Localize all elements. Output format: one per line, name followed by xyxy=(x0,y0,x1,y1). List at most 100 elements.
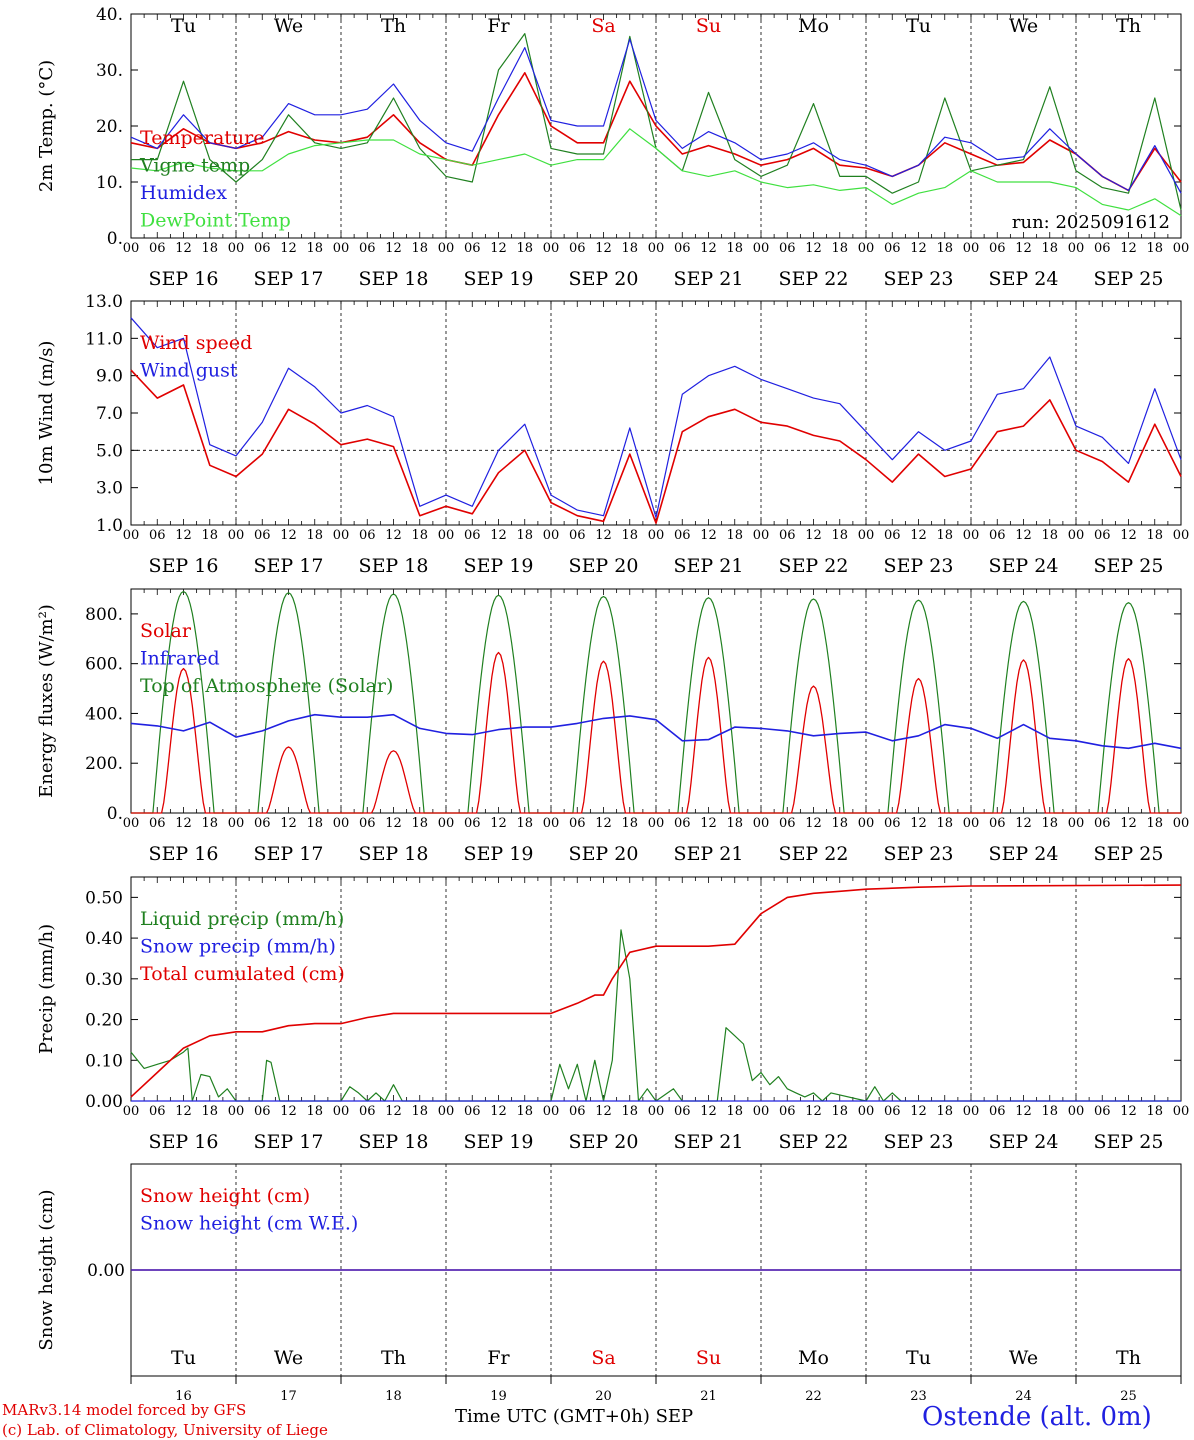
x-hour-label: 06 xyxy=(989,816,1006,831)
day-number-label: 20 xyxy=(595,1389,612,1404)
x-hour-label: 18 xyxy=(516,241,533,256)
day-number-label: 22 xyxy=(805,1389,822,1404)
x-hour-label: 12 xyxy=(1120,241,1137,256)
x-date-label: SEP 22 xyxy=(779,1131,849,1153)
x-hour-label: 18 xyxy=(411,241,428,256)
x-date-label: SEP 23 xyxy=(884,1131,954,1153)
x-hour-label: 18 xyxy=(936,528,953,543)
x-date-label: SEP 25 xyxy=(1094,555,1164,577)
weekday-label: Sa xyxy=(591,15,615,37)
x-hour-label: 06 xyxy=(989,528,1006,543)
x-hour-label: 18 xyxy=(726,816,743,831)
x-hour-label: 12 xyxy=(385,1104,402,1119)
x-hour-label: 18 xyxy=(1041,1104,1058,1119)
x-hour-label: 12 xyxy=(280,1104,297,1119)
x-hour-label: 12 xyxy=(385,816,402,831)
toa-series xyxy=(131,590,236,814)
solar-series xyxy=(446,651,551,814)
x-hour-label: 06 xyxy=(464,528,481,543)
day-number-label: 18 xyxy=(385,1389,402,1404)
x-hour-label: 12 xyxy=(280,528,297,543)
x-hour-label: 00 xyxy=(333,1104,350,1119)
x-hour-label: 06 xyxy=(884,528,901,543)
x-hour-label: 06 xyxy=(254,528,271,543)
x-date-label: SEP 21 xyxy=(674,843,744,865)
weekday-label: Th xyxy=(1116,1347,1141,1369)
x-hour-label: 06 xyxy=(464,241,481,256)
legend-entry: Infrared xyxy=(140,648,220,670)
x-date-label: SEP 16 xyxy=(149,843,219,865)
legend-entry: Wind gust xyxy=(140,360,238,382)
x-date-label: SEP 19 xyxy=(464,555,534,577)
solar-series xyxy=(236,746,341,814)
toa-series xyxy=(1076,602,1181,814)
x-hour-label: 12 xyxy=(805,528,822,543)
legend-entry: Vigne temp xyxy=(139,155,250,177)
x-date-label: SEP 24 xyxy=(989,268,1059,290)
x-date-label: SEP 18 xyxy=(359,268,429,290)
x-hour-label: 06 xyxy=(359,241,376,256)
x-hour-label: 00 xyxy=(228,241,245,256)
x-hour-label: 00 xyxy=(123,816,140,831)
x-hour-label: 06 xyxy=(779,816,796,831)
x-date-label: SEP 20 xyxy=(569,1131,639,1153)
series-dewpoint-temp xyxy=(130,128,1182,217)
x-hour-label: 00 xyxy=(123,241,140,256)
x-hour-label: 00 xyxy=(543,241,560,256)
weekday-label: We xyxy=(274,1347,303,1369)
x-hour-label: 00 xyxy=(543,528,560,543)
x-hour-label: 12 xyxy=(1015,528,1032,543)
x-hour-label: 06 xyxy=(989,241,1006,256)
x-hour-label: 12 xyxy=(700,816,717,831)
x-hour-label: 06 xyxy=(569,241,586,256)
x-hour-label: 18 xyxy=(201,816,218,831)
x-hour-label: 06 xyxy=(1094,816,1111,831)
x-date-label: SEP 19 xyxy=(464,843,534,865)
x-hour-label: 18 xyxy=(306,241,323,256)
x-hour-label: 12 xyxy=(595,528,612,543)
x-hour-label: 18 xyxy=(516,528,533,543)
x-hour-label: 18 xyxy=(621,528,638,543)
y-axis-title: Snow height (cm) xyxy=(36,1189,57,1350)
x-hour-label: 00 xyxy=(123,1104,140,1119)
x-date-label: SEP 20 xyxy=(569,555,639,577)
x-hour-label: 18 xyxy=(1041,816,1058,831)
day-number-label: 16 xyxy=(175,1389,192,1404)
x-hour-label: 00 xyxy=(753,1104,770,1119)
x-hour-label: 18 xyxy=(831,1104,848,1119)
solar-series xyxy=(131,667,236,814)
x-hour-label: 06 xyxy=(569,528,586,543)
weekday-label: Th xyxy=(381,1347,406,1369)
x-hour-label: 00 xyxy=(963,528,980,543)
x-hour-label: 06 xyxy=(884,1104,901,1119)
weekday-label: We xyxy=(274,15,303,37)
x-date-label: SEP 25 xyxy=(1094,1131,1164,1153)
weekday-label: Th xyxy=(381,15,406,37)
x-hour-label: 06 xyxy=(674,528,691,543)
x-axis-label: Time UTC (GMT+0h) SEP xyxy=(455,1406,694,1427)
x-hour-label: 12 xyxy=(910,528,927,543)
x-hour-label: 18 xyxy=(621,241,638,256)
x-hour-label: 18 xyxy=(516,816,533,831)
x-hour-label: 12 xyxy=(490,816,507,831)
x-hour-label: 00 xyxy=(333,816,350,831)
x-hour-label: 18 xyxy=(831,241,848,256)
x-hour-label: 18 xyxy=(1146,528,1163,543)
x-date-label: SEP 18 xyxy=(359,555,429,577)
x-hour-label: 00 xyxy=(228,1104,245,1119)
x-hour-label: 12 xyxy=(595,241,612,256)
x-hour-label: 12 xyxy=(910,1104,927,1119)
x-hour-label: 00 xyxy=(648,528,665,543)
x-hour-label: 18 xyxy=(1146,816,1163,831)
y-tick-label: 5.0 xyxy=(96,441,123,461)
x-hour-label: 12 xyxy=(805,241,822,256)
x-hour-label: 00 xyxy=(1068,816,1085,831)
x-hour-label: 06 xyxy=(1094,528,1111,543)
day-number-label: 23 xyxy=(910,1389,927,1404)
x-date-label: SEP 24 xyxy=(989,555,1059,577)
y-tick-label: 0.50 xyxy=(85,888,123,908)
x-date-label: SEP 23 xyxy=(884,843,954,865)
day-number-label: 25 xyxy=(1120,1389,1137,1404)
x-hour-label: 00 xyxy=(1068,1104,1085,1119)
y-tick-label: 3.0 xyxy=(96,479,123,499)
